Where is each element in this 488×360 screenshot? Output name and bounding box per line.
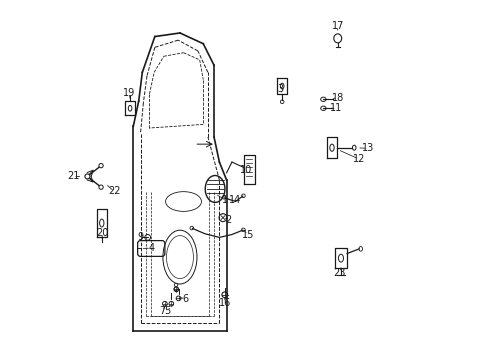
Text: 14: 14: [228, 195, 241, 205]
Text: 10: 10: [240, 165, 252, 175]
Text: 1: 1: [221, 195, 227, 205]
Text: 5: 5: [163, 306, 170, 316]
Text: 3: 3: [277, 84, 283, 94]
Text: 9: 9: [137, 232, 143, 242]
Ellipse shape: [99, 163, 103, 168]
Text: 6: 6: [182, 294, 188, 304]
Text: 22: 22: [108, 186, 121, 197]
Text: 18: 18: [331, 93, 343, 103]
Text: 17: 17: [331, 21, 343, 31]
Ellipse shape: [85, 174, 90, 179]
Text: 21: 21: [67, 171, 79, 181]
Text: 23: 23: [333, 267, 345, 278]
Ellipse shape: [99, 185, 103, 189]
Text: 20: 20: [97, 228, 109, 238]
Text: 12: 12: [352, 154, 365, 164]
Text: 15: 15: [242, 230, 254, 239]
Text: 2: 2: [225, 215, 231, 225]
Text: 13: 13: [361, 143, 374, 153]
Text: 7: 7: [159, 306, 165, 316]
Text: 4: 4: [148, 243, 154, 253]
Text: 19: 19: [122, 88, 135, 98]
Text: 11: 11: [329, 103, 342, 113]
Text: 8: 8: [172, 283, 178, 293]
Text: 16: 16: [218, 298, 230, 308]
